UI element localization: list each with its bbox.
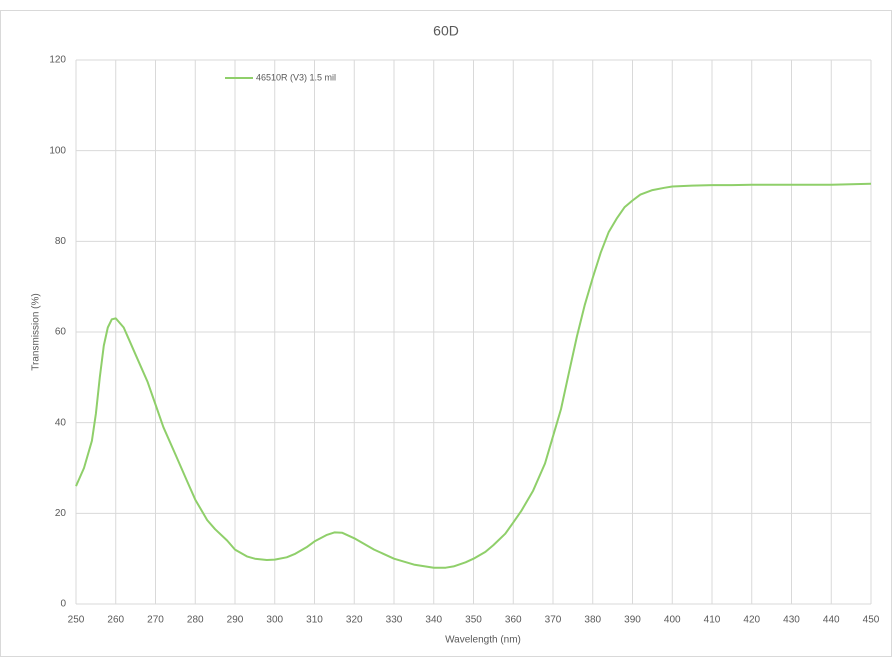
x-tick-label: 430 [783, 615, 800, 626]
x-tick-label: 320 [346, 615, 363, 626]
y-tick-label: 80 [55, 236, 67, 247]
y-tick-label: 60 [55, 327, 67, 338]
x-tick-label: 350 [465, 615, 482, 626]
y-tick-label: 100 [49, 145, 66, 156]
y-tick-label: 20 [55, 508, 67, 519]
x-tick-label: 420 [743, 615, 760, 626]
x-tick-label: 270 [147, 615, 164, 626]
x-tick-label: 370 [545, 615, 562, 626]
x-tick-label: 260 [107, 615, 124, 626]
x-tick-label: 340 [425, 615, 442, 626]
legend-label: 46510R (V3) 1.5 mil [256, 72, 336, 82]
x-tick-label: 310 [306, 615, 323, 626]
x-tick-label: 290 [227, 615, 244, 626]
x-tick-label: 440 [823, 615, 840, 626]
x-tick-label: 300 [266, 615, 283, 626]
y-tick-label: 40 [55, 417, 67, 428]
x-tick-label: 250 [68, 615, 85, 626]
chart-border [0, 10, 892, 657]
x-axis-label: Wavelength (nm) [445, 635, 521, 646]
x-tick-label: 410 [704, 615, 721, 626]
x-tick-label: 380 [584, 615, 601, 626]
x-tick-label: 450 [863, 615, 880, 626]
data-line [75, 182, 872, 569]
y-tick-label: 0 [60, 599, 66, 610]
x-tick-label: 360 [505, 615, 522, 626]
x-tick-label: 400 [664, 615, 681, 626]
y-tick-label: 120 [49, 55, 66, 66]
x-tick-label: 390 [624, 615, 641, 626]
y-axis-label: Transmission (%) [31, 293, 42, 370]
x-tick-label: 280 [187, 615, 204, 626]
chart-title: 60D [433, 23, 459, 39]
x-tick-label: 330 [386, 615, 403, 626]
